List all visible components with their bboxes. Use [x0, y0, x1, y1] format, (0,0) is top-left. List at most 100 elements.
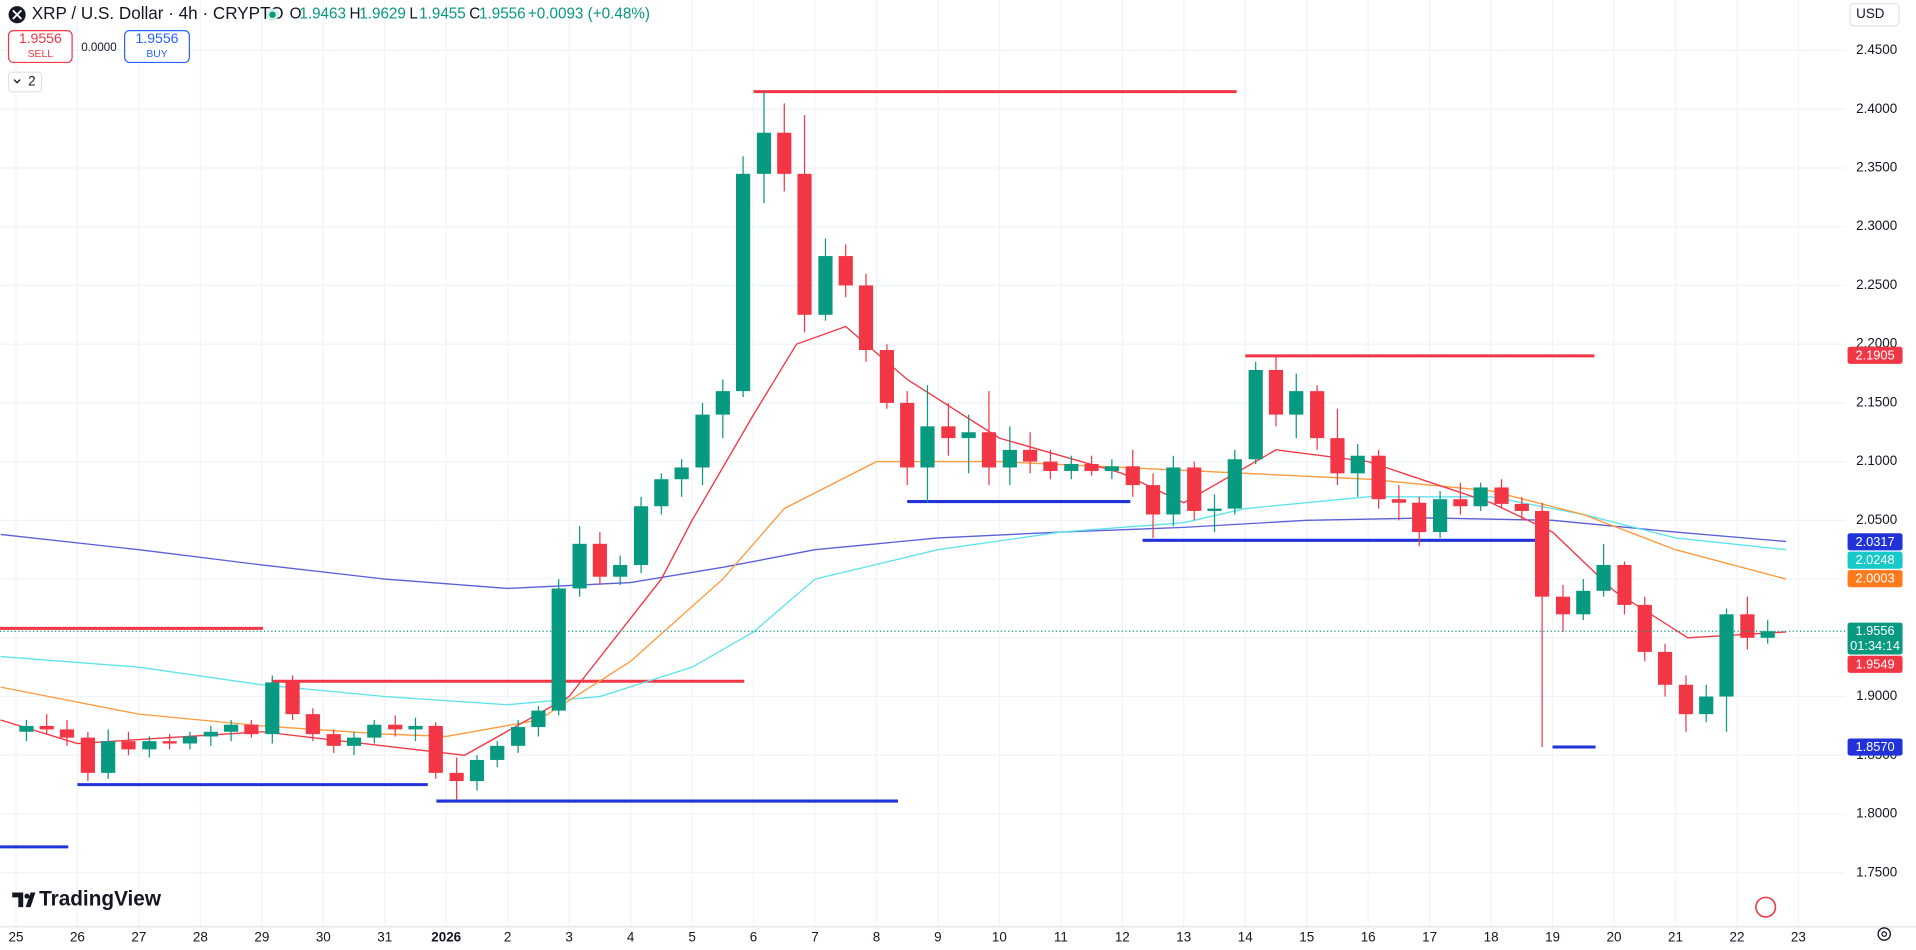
x-tick-label: 9	[934, 929, 941, 944]
candle-body	[1535, 510, 1550, 597]
candle-body	[735, 173, 751, 392]
candle-body	[756, 132, 772, 174]
candle-body	[408, 725, 423, 730]
indicator-layer	[0, 90, 1787, 849]
spread: 0.0000	[81, 41, 116, 54]
candle-body	[224, 724, 239, 732]
candle-body	[674, 467, 689, 480]
candle-body	[142, 741, 157, 750]
price-tag	[1847, 655, 1903, 673]
x-tick-label: 7	[811, 929, 818, 944]
candle-body	[511, 727, 526, 746]
x-tick-label: 15	[1299, 929, 1314, 944]
candle-body	[285, 682, 300, 715]
buy-button[interactable]	[124, 29, 191, 64]
axis-layer: 25 26 27 28 29 30 31 2026 2 3 4 5 6 7 8 9 10 11 12 13 14 15 16…	[9, 42, 1903, 944]
news-icon[interactable]	[1755, 896, 1777, 918]
logo-dot	[24, 893, 30, 899]
price-tag	[1847, 346, 1903, 364]
x-tick-label: 26	[70, 929, 85, 944]
settings-icon[interactable]	[1877, 927, 1892, 941]
candle-body	[1043, 461, 1058, 472]
x-tick-label: 2	[504, 929, 511, 944]
time-axis	[0, 926, 1916, 950]
candle-body	[1760, 631, 1775, 638]
indicators-toggle[interactable]	[7, 71, 43, 93]
x-tick-label: 31	[377, 929, 392, 944]
logo-text: TradingView	[39, 887, 162, 910]
y-tick-label: 1.7500	[1856, 864, 1897, 879]
candle-body	[1145, 485, 1161, 515]
candle-body	[490, 745, 505, 760]
y-tick-label: 2.3500	[1856, 160, 1897, 175]
x-tick-label: 13	[1176, 929, 1191, 944]
price-tag-label: 1.9556	[1855, 623, 1894, 638]
candle-body	[326, 734, 341, 746]
candle-body	[1555, 596, 1571, 615]
price-tag-countdown: 01:34:14	[1850, 638, 1900, 653]
symbol-title[interactable]: XRP / U.S. Dollar · 4h · CRYPTO	[32, 4, 284, 23]
x-tick-label: 4	[627, 929, 635, 944]
x-tick-label: 2026	[431, 929, 461, 944]
logo-mark	[12, 892, 36, 908]
candle-body	[101, 741, 116, 773]
candle-body	[1719, 614, 1734, 697]
candle-body	[1350, 455, 1365, 474]
candle-body	[244, 724, 259, 735]
x-tick-label: 11	[1054, 929, 1068, 944]
x-tick-label: 21	[1668, 929, 1683, 944]
candle-body	[695, 414, 710, 468]
candle-body	[1330, 438, 1345, 474]
price-tag-label: 2.1905	[1855, 347, 1894, 362]
price-axis	[1845, 0, 1916, 950]
ohlc-value: 1.9629	[359, 6, 406, 23]
candle-body	[1084, 463, 1099, 472]
x-tick-label: 27	[131, 929, 146, 944]
candle-body	[1391, 499, 1407, 503]
buy-price: 1.9556	[136, 30, 179, 46]
ohlc-value: 1.9455	[419, 6, 466, 23]
x-tick-label: 5	[688, 929, 695, 944]
candle-body	[572, 543, 587, 589]
candle-body	[1412, 502, 1427, 533]
y-tick-label: 1.8000	[1856, 806, 1897, 821]
symbol-icon-glyph	[12, 9, 23, 20]
x-tick-label: 14	[1238, 929, 1253, 944]
chevron-icon	[13, 79, 21, 84]
ohlc-key: H	[349, 6, 360, 23]
candle-body	[551, 588, 566, 711]
x-tick-label: 20	[1607, 929, 1622, 944]
candle-body	[305, 714, 320, 735]
candle-body	[1371, 455, 1386, 500]
candle-body	[592, 543, 607, 577]
candle-body	[1104, 466, 1119, 472]
candle-body	[900, 402, 915, 468]
candle-body	[1227, 459, 1242, 509]
x-tick-label: 28	[193, 929, 208, 944]
price-tag-label: 1.8570	[1855, 739, 1894, 754]
candle-body	[838, 256, 853, 286]
buy-label: BUY	[146, 49, 167, 60]
candle-body	[388, 724, 403, 730]
x-tick-label: 8	[873, 929, 880, 944]
candle-body	[1657, 651, 1673, 685]
sell-label: SELL	[28, 49, 54, 60]
candle-body	[981, 432, 997, 468]
x-tick-label: 19	[1545, 929, 1560, 944]
y-tick-label: 2.1500	[1856, 394, 1897, 409]
candle-body	[858, 285, 874, 351]
candle-body	[80, 737, 95, 773]
x-tick-label: 29	[254, 929, 269, 944]
candle-body	[1514, 503, 1529, 511]
candle-body	[818, 256, 833, 315]
currency-button[interactable]	[1849, 3, 1900, 27]
candle-body	[1637, 604, 1652, 652]
candle-body	[1473, 487, 1488, 507]
candle-body	[1617, 564, 1632, 605]
sell-button[interactable]	[7, 29, 73, 64]
y-tick-label: 2.2500	[1856, 277, 1897, 292]
candle-body	[1268, 369, 1284, 415]
y-tick-label: 2.3000	[1856, 218, 1897, 233]
